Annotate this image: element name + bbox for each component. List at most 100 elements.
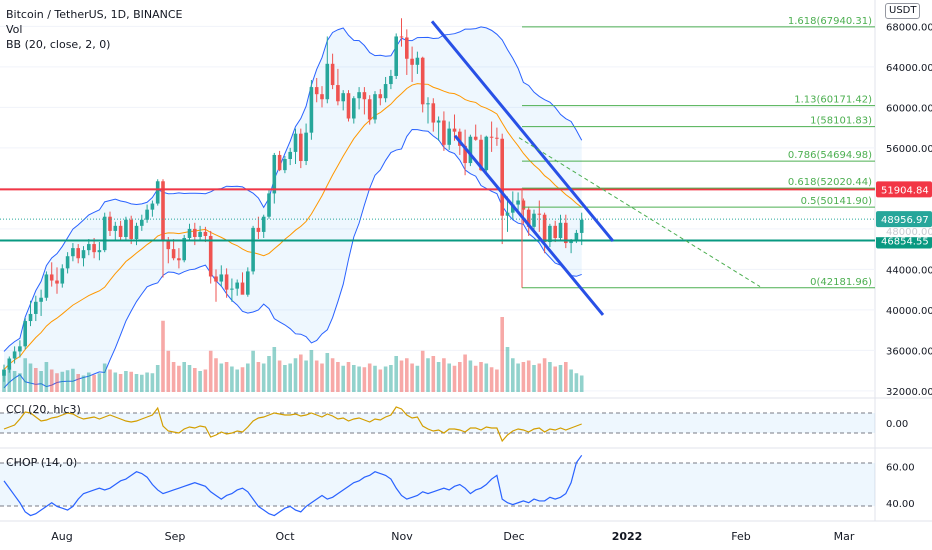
volume-bar [102, 363, 107, 392]
candle-body [155, 181, 160, 204]
cci-band-fill [0, 413, 875, 433]
projection-dashed-line [518, 137, 761, 288]
chop-tick-label: 40.00 [886, 499, 915, 510]
candle-body [187, 228, 192, 238]
volume-bar [150, 373, 155, 392]
volume-bar [28, 363, 33, 392]
volume-bar [362, 367, 367, 392]
volume-bar [542, 358, 547, 392]
candle-body [484, 136, 489, 171]
candle-body [134, 225, 139, 240]
candle-body [193, 228, 197, 237]
volume-bar [420, 350, 425, 392]
candle-body [357, 92, 361, 99]
currency-badge[interactable]: USDT [885, 3, 921, 19]
chop-band-fill [0, 462, 875, 507]
candle-body [521, 200, 526, 210]
candle-body [314, 87, 319, 95]
volume-bar [410, 363, 414, 392]
candle-body [436, 120, 441, 123]
volume-bar [140, 374, 144, 392]
candle-body [336, 85, 340, 102]
chop-tick-label: 60.00 [886, 462, 915, 473]
candle-body [171, 249, 176, 259]
time-axis-label: Nov [391, 530, 413, 543]
volume-bar [92, 374, 96, 392]
volume-bar [569, 369, 573, 392]
candle-body [102, 216, 107, 251]
candle-body [362, 92, 367, 100]
candle-body [23, 321, 27, 347]
candle-body [49, 274, 54, 281]
volume-bar [118, 374, 123, 392]
volume-bar [97, 373, 102, 392]
candle-body [150, 203, 155, 210]
candle-body [118, 225, 123, 237]
candle-body [214, 276, 218, 282]
volume-bar [129, 371, 133, 392]
candle-body [277, 154, 282, 171]
volume-bar [60, 371, 65, 392]
volume-bar [49, 369, 54, 392]
volume-bar [516, 363, 520, 392]
volume-bar [320, 363, 324, 392]
volume-bar [495, 369, 499, 392]
volume-bar [304, 360, 308, 392]
time-axis-label: Aug [51, 530, 72, 543]
candle-body [452, 128, 457, 132]
volume-bar [399, 360, 404, 392]
horizontal-level-label: 46854.55 [881, 236, 929, 247]
candle-body [548, 225, 552, 243]
candle-body [463, 145, 467, 164]
volume-bar [277, 360, 282, 392]
volume-bar [415, 365, 420, 392]
volume-bar [405, 358, 409, 392]
candle-body [87, 244, 91, 251]
price-label-bg [876, 181, 932, 198]
candle-body [346, 93, 351, 119]
volume-bar [251, 350, 255, 392]
volume-bar [299, 354, 303, 392]
price-tick-label: 44000.00 [886, 265, 932, 276]
volume-bar [18, 373, 22, 392]
volume-bar [309, 350, 314, 392]
volume-bar [293, 358, 298, 392]
volume-bar [76, 374, 80, 392]
volume-bar [256, 362, 261, 392]
candle-body [161, 181, 165, 241]
fib-level-label: 1(58101.83) [810, 116, 872, 127]
time-axis-label: Sep [165, 530, 186, 543]
candle-body [177, 258, 181, 261]
volume-bar [113, 372, 118, 392]
volume-bar [378, 369, 383, 392]
volume-bar [161, 320, 165, 392]
candle-body [304, 132, 308, 162]
candle-body [542, 214, 547, 243]
volume-bar [558, 365, 563, 392]
candle-body [283, 158, 287, 171]
volume-bar [134, 374, 139, 392]
horizontal-level-label: 51904.84 [881, 185, 929, 196]
bollinger-lower-band [3, 128, 582, 389]
volume-bar [224, 362, 229, 392]
candle-body [442, 120, 446, 145]
volume-bar [71, 368, 75, 392]
candle-body [12, 351, 17, 359]
chop-line [3, 454, 583, 517]
candle-body [420, 57, 425, 105]
price-tick-label: 60000.00 [886, 103, 932, 114]
candle-body [378, 94, 383, 99]
candle-body [145, 209, 149, 220]
volume-bar [240, 367, 245, 392]
candle-body [511, 204, 515, 213]
price-tick-label: 36000.00 [886, 346, 932, 357]
volume-bar [564, 362, 568, 392]
volume-bar [389, 365, 393, 392]
volume-bar [463, 354, 467, 392]
candle-body [65, 256, 70, 269]
volume-bar [484, 363, 489, 392]
candle-body [60, 268, 65, 284]
candle-body [166, 240, 171, 250]
candle-body [267, 193, 271, 217]
